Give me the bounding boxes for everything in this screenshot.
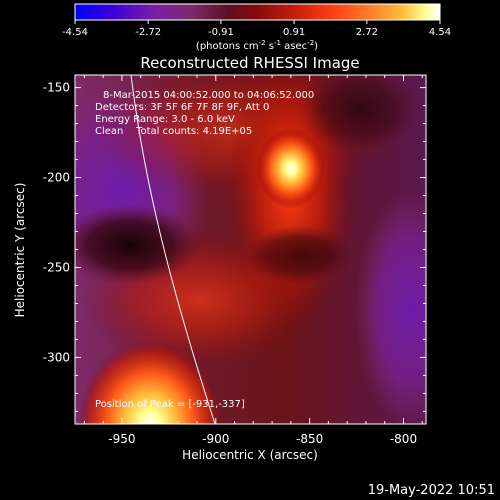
annotation-energy-range: Energy Range: 3.0 - 6.0 keV [95,114,235,125]
x-axis: -950 -900 -850 -800 [83,75,423,446]
y-axis: -150 -200 -250 -300 [43,81,426,412]
y-tick-label: -200 [43,171,70,185]
colorbar-tick-label: -0.91 [208,27,234,38]
chart-title: Reconstructed RHESSI Image [140,54,359,72]
annotation-total-counts: Clean Total counts: 4.19E+05 [95,126,252,137]
y-tick-label: -300 [43,350,70,364]
solar-limb-line [130,75,216,424]
colorbar-tick-label: -4.54 [62,27,88,38]
heatmap-source-1 [256,128,326,209]
heatmap-sources [78,128,326,424]
y-axis-label: Heliocentric Y (arcsec) [13,183,27,318]
colorbar-tick-label: 4.54 [429,27,451,38]
x-tick-label: -900 [202,432,229,446]
heatmap-dark-region-b [245,225,355,285]
colorbar: -4.54 -2.72 -0.91 0.91 2.72 4.54 (photons cm-… [62,3,451,52]
colorbar-frame [74,3,441,21]
x-tick-label: -850 [296,432,323,446]
colorbar-ticks: -4.54 -2.72 -0.91 0.91 2.72 4.54 [62,20,451,38]
annotation-detectors: Detectors: 3F 5F 6F 7F 8F 9F, Att 0 [95,102,269,113]
colorbar-tick-label: 2.72 [356,27,378,38]
heatmap-image [75,75,426,424]
colorbar-tick-label: 0.91 [283,27,305,38]
x-tick-label: -950 [108,432,135,446]
heatmap-dim-region-right [355,190,426,424]
heatmap-source-2 [78,340,223,424]
footer-timestamp: 19-May-2022 10:51 [368,483,495,498]
heatmap-dark-region-c [300,75,420,155]
peak-position-label: Position of Peak = [-931,-337] [95,399,245,410]
annotation-time-range: 8-Mar-2015 04:00:52.000 to 04:06:52.000 [103,90,314,101]
heatmap-dark-region-a [75,205,200,285]
x-tick-label: -800 [390,432,417,446]
x-axis-label: Heliocentric X (arcsec) [182,448,318,462]
y-tick-label: -250 [43,260,70,274]
y-tick-label: -150 [43,81,70,95]
colorbar-tick-label: -2.72 [135,27,161,38]
colorbar-gradient [75,4,440,20]
colorbar-unit-label: (photons cm-2 s-1 asec-2) [196,39,318,52]
